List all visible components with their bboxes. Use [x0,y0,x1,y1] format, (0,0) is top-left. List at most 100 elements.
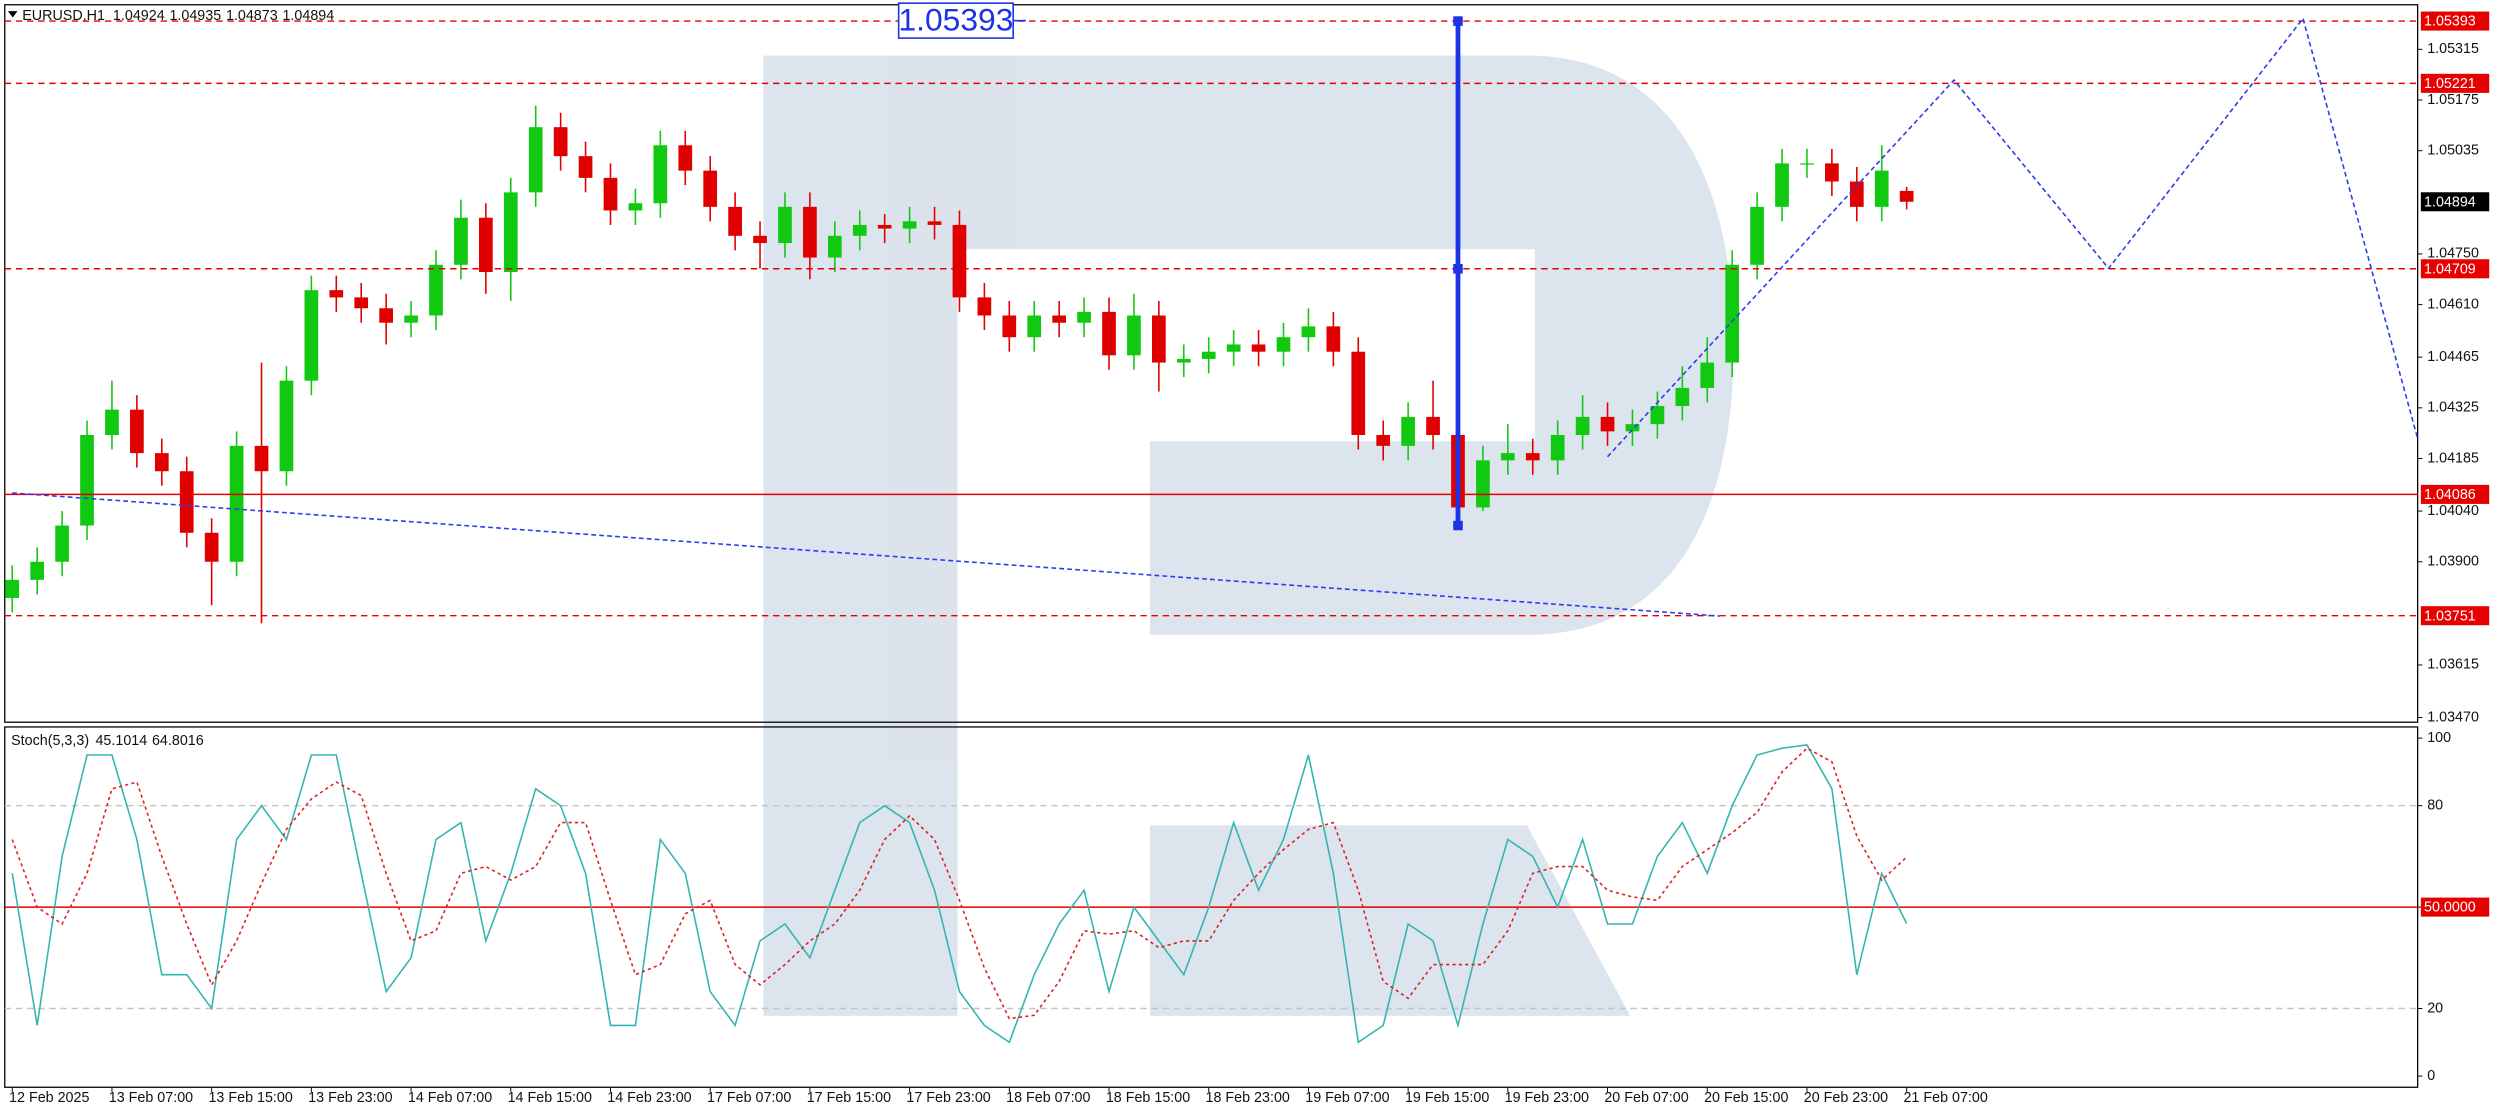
x-tick-label: 18 Feb 15:00 [1106,1090,1190,1106]
y-tick-label: 1.03900 [2427,554,2479,570]
main-panel-frame [4,4,2419,723]
candle-body [528,127,543,193]
candle-body [1525,453,1540,461]
level-label: 1.04086 [2424,487,2476,503]
candle-body [279,380,294,472]
candle-body [229,445,244,562]
candle-body [404,315,418,323]
candle-body [1027,315,1042,338]
candle-body [578,156,593,178]
stoch-y-tick-label: 50.0000 [2424,900,2476,916]
candle-body [105,409,119,436]
candle-body [1077,311,1091,323]
y-tick-label: 1.05175 [2427,92,2479,108]
candle-body [1276,337,1291,352]
marker-handle [1453,16,1463,26]
candle-body [1201,351,1216,359]
candle-body [179,471,194,533]
candle-body [952,224,967,298]
x-tick-label: 14 Feb 23:00 [607,1090,691,1106]
level-label-box [2420,484,2490,504]
candle-body [130,409,144,454]
candle-body [1326,326,1341,352]
candle-body [1750,206,1764,265]
candle-body [1500,453,1515,461]
logo-leg [1149,825,1631,1016]
x-tick-label: 14 Feb 15:00 [508,1090,592,1106]
candle-body [1152,315,1166,363]
stoch-line [11,744,1908,1044]
candle-body [1127,315,1141,356]
candle-body [1575,416,1590,436]
trend-line [12,492,1720,617]
candle-body [354,297,369,309]
candle-body [803,206,817,258]
candle-body [1874,170,1889,207]
x-tick-label: 19 Feb 15:00 [1405,1090,1489,1106]
candle-body [1849,181,1864,207]
stoch-y-tick-label: 0 [2427,1068,2435,1084]
candle-body [1800,163,1814,165]
header-low: 1.04873 [226,8,278,24]
chart-header: EURUSD,H1 1.04924 1.04935 1.04873 1.04894 [22,8,334,24]
candle-body [827,235,842,258]
candle-body [454,217,468,265]
candle-body [80,435,94,526]
candle-body [1899,190,1914,202]
candle-body [304,290,319,381]
header-close: 1.04894 [282,8,334,24]
candle-body [553,127,568,157]
y-tick-label: 1.04465 [2427,349,2479,365]
candle-body [1351,351,1366,436]
candle-body [1251,344,1266,352]
x-tick-label: 13 Feb 15:00 [208,1090,292,1106]
candle-body [753,235,767,244]
current-price-label-box [2420,192,2490,212]
watermark-logo [763,55,1734,1016]
x-tick-label: 12 Feb 2025 [9,1090,89,1106]
stoch-y-tick-label: 20 [2427,1000,2443,1016]
candle-body [1700,362,1715,388]
candle-body [1625,424,1640,432]
menu-triangle[interactable] [7,11,18,18]
marker-label-box [897,2,1014,39]
candle-body [204,532,219,562]
stoch-title: Stoch(5,3,3) [11,733,89,749]
stoch-y-tick-label-box [2420,897,2490,917]
candle-body [1476,460,1490,508]
x-tick-label: 20 Feb 15:00 [1704,1090,1788,1106]
stoch-main-value: 45.1014 [95,733,147,749]
y-tick-label: 1.03470 [2427,709,2479,725]
candle-body [678,145,693,171]
x-tick-label: 17 Feb 07:00 [707,1090,791,1106]
symbol: EURUSD,H1 [22,8,105,24]
candle-body [379,308,394,323]
candle-body [1825,163,1839,182]
candle-body [703,170,718,207]
candle-body [429,264,443,316]
candle-body [1426,416,1440,436]
x-tick-label: 14 Feb 07:00 [408,1090,492,1106]
candle-body [329,290,344,298]
candle-body [5,579,20,598]
candle-body [603,177,618,211]
candle-body [877,224,892,229]
y-tick-label: 1.04750 [2427,246,2479,262]
x-tick-label: 21 Feb 07:00 [1903,1090,1987,1106]
candle-body [728,206,742,236]
x-tick-label: 18 Feb 07:00 [1006,1090,1090,1106]
logo-bowl [957,55,1734,635]
level-label-box [2420,73,2490,93]
level-label: 1.04709 [2424,261,2476,277]
candle-body [1600,416,1615,432]
candle-body [628,203,643,211]
candle-body [977,297,992,316]
y-tick-label: 1.04185 [2427,450,2479,466]
candle-body [653,145,668,204]
marker-label: 1.05393 [898,2,1013,38]
candle-body [1675,387,1690,407]
x-tick-label: 13 Feb 07:00 [109,1090,193,1106]
header-open: 1.04924 [113,8,165,24]
